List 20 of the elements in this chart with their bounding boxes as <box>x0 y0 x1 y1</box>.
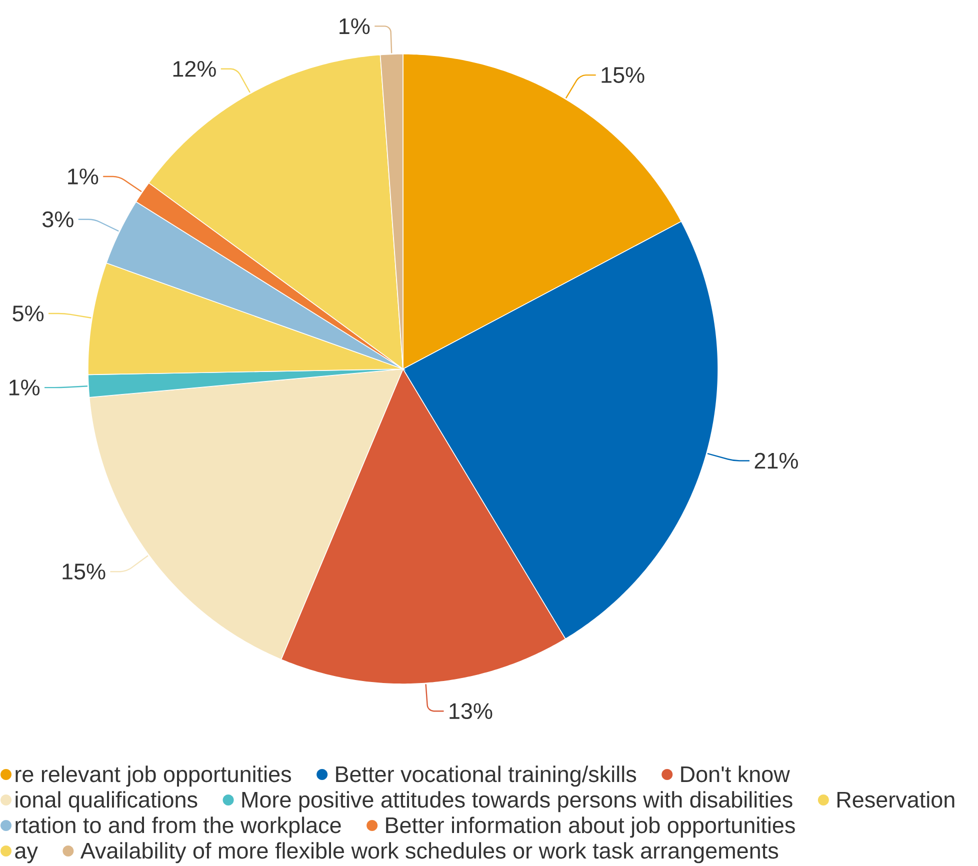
data-label: 12% <box>173 60 216 77</box>
legend-label: rtation to and from the workplace <box>16 816 341 838</box>
legend-label: Better vocational training/skills <box>336 766 636 787</box>
data-label: 15% <box>62 564 106 580</box>
legend-label: Don't know <box>681 766 790 782</box>
data-label: 21% <box>754 452 798 469</box>
data-label: 5% <box>12 306 44 322</box>
legend-label: More positive attitudes towards persons with disabilities <box>242 791 792 812</box>
legend-label: Reservation <box>837 791 954 808</box>
legend-label: Availability of more flexible work schedules or work task arrangements <box>80 842 778 864</box>
legend-label: Better information about job opportunities <box>386 816 795 838</box>
data-label: 1% <box>9 380 40 396</box>
data-label: 1% <box>68 168 98 184</box>
data-label: 3% <box>42 211 74 228</box>
data-label: 1% <box>340 18 370 34</box>
legend-label: ay <box>15 846 38 864</box>
data-label: 15% <box>602 67 644 83</box>
data-label: 13% <box>450 703 492 720</box>
legend-label: ional qualifications <box>16 791 198 812</box>
legend-label: re relevant job opportunities <box>16 766 291 787</box>
